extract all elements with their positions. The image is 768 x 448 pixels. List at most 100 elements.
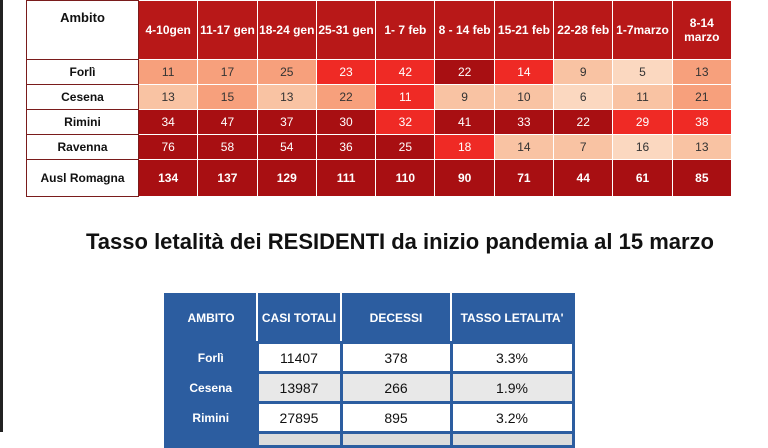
value-cell: 58 <box>197 134 258 160</box>
value-cell: 134 <box>137 159 199 197</box>
value-cell: 22 <box>315 84 377 110</box>
corner-label: Ambito <box>26 0 139 60</box>
row-label: Rimini <box>26 109 139 135</box>
lethality-table: AMBITO CASI TOTALI DECESSI TASSO LETALIT… <box>164 293 575 448</box>
value-cell: 23 <box>315 59 377 85</box>
value-cell: 34 <box>137 109 199 135</box>
value-cell: 44 <box>553 159 614 197</box>
row-label: Ravenna <box>26 134 139 160</box>
row-casi: 27895 <box>255 401 343 434</box>
row-cell <box>255 431 343 448</box>
value-cell: 22 <box>553 109 614 135</box>
lethality-header-row: AMBITO CASI TOTALI DECESSI TASSO LETALIT… <box>164 293 574 344</box>
row-label: Forlì <box>26 59 139 85</box>
value-cell: 47 <box>197 109 258 135</box>
row-casi: 13987 <box>255 371 343 404</box>
row-cell <box>339 431 453 448</box>
weekly-deaths-table: Ambito 4-10gen 11-17 gen 18-24 gen 25-31 ge… <box>26 0 732 197</box>
value-cell: 33 <box>493 109 555 135</box>
value-cell: 41 <box>434 109 495 135</box>
row-decessi: 895 <box>339 401 453 434</box>
value-cell: 129 <box>256 159 317 197</box>
row-decessi: 378 <box>339 341 453 374</box>
value-cell: 5 <box>612 59 673 85</box>
value-cell: 14 <box>493 134 555 160</box>
row-cell <box>449 431 575 448</box>
value-cell: 9 <box>553 59 614 85</box>
value-cell: 11 <box>375 84 436 110</box>
value-cell: 13 <box>256 84 317 110</box>
week-header: 15-21 feb <box>493 0 555 60</box>
value-cell: 15 <box>197 84 258 110</box>
value-cell: 29 <box>612 109 673 135</box>
header-tasso-letalita: TASSO LETALITA' <box>450 293 574 344</box>
value-cell: 42 <box>375 59 436 85</box>
week-header: 8-14 marzo <box>671 0 732 60</box>
week-header: 1-7marzo <box>612 0 673 60</box>
value-cell: 54 <box>256 134 317 160</box>
week-header: 25-31 gen <box>315 0 377 60</box>
value-cell: 38 <box>671 109 732 135</box>
value-cell: 18 <box>434 134 495 160</box>
table-row-partial <box>164 431 575 448</box>
value-cell: 36 <box>315 134 377 160</box>
table-row: Forlì 11 17 25 23 42 22 14 9 5 13 <box>26 59 732 85</box>
table-row: Forlì 11407 378 3.3% <box>164 341 575 374</box>
value-cell: 76 <box>137 134 199 160</box>
row-label: Ausl Romagna <box>26 159 139 197</box>
value-cell: 71 <box>493 159 555 197</box>
value-cell: 22 <box>434 59 495 85</box>
value-cell: 13 <box>671 134 732 160</box>
value-cell: 16 <box>612 134 673 160</box>
row-tasso: 1.9% <box>449 371 575 404</box>
value-cell: 61 <box>612 159 673 197</box>
value-cell: 17 <box>197 59 258 85</box>
weekly-table-body: Forlì 11 17 25 23 42 22 14 9 5 13 Cesena 13 15 13 22 11 9… <box>26 59 732 197</box>
value-cell: 111 <box>315 159 377 197</box>
value-cell: 25 <box>375 134 436 160</box>
value-cell: 14 <box>493 59 555 85</box>
value-cell: 85 <box>671 159 732 197</box>
value-cell: 11 <box>137 59 199 85</box>
value-cell: 6 <box>553 84 614 110</box>
table-row: Rimini 34 47 37 30 32 41 33 22 29 38 <box>26 109 732 135</box>
table-row: Cesena 13 15 13 22 11 9 10 6 11 21 <box>26 84 732 110</box>
value-cell: 137 <box>197 159 258 197</box>
week-header: 1- 7 feb <box>375 0 436 60</box>
row-casi: 11407 <box>255 341 343 374</box>
value-cell: 90 <box>434 159 495 197</box>
row-tasso: 3.2% <box>449 401 575 434</box>
weekly-header-row: Ambito 4-10gen 11-17 gen 18-24 gen 25-31 ge… <box>26 0 732 60</box>
row-ambito: Forlì <box>164 341 258 374</box>
value-cell: 7 <box>553 134 614 160</box>
header-ambito: AMBITO <box>164 293 258 344</box>
header-decessi: DECESSI <box>340 293 452 344</box>
row-decessi: 266 <box>339 371 453 404</box>
value-cell: 37 <box>256 109 317 135</box>
value-cell: 25 <box>256 59 317 85</box>
row-label: Cesena <box>26 84 139 110</box>
table-row: Ausl Romagna 134 137 129 111 110 90 71 44 61 85 <box>26 159 732 197</box>
header-casi-totali: CASI TOTALI <box>256 293 342 344</box>
row-ambito: Rimini <box>164 401 258 434</box>
value-cell: 30 <box>315 109 377 135</box>
left-border <box>0 0 3 432</box>
value-cell: 9 <box>434 84 495 110</box>
table-row: Cesena 13987 266 1.9% <box>164 371 575 404</box>
value-cell: 110 <box>375 159 436 197</box>
value-cell: 32 <box>375 109 436 135</box>
table-row: Ravenna 76 58 54 36 25 18 14 7 16 13 <box>26 134 732 160</box>
week-header: 11-17 gen <box>197 0 258 60</box>
section-title: Tasso letalità dei RESIDENTI da inizio p… <box>86 229 714 254</box>
week-header: 8 - 14 feb <box>434 0 495 60</box>
value-cell: 10 <box>493 84 555 110</box>
value-cell: 21 <box>671 84 732 110</box>
value-cell: 13 <box>671 59 732 85</box>
table-row: Rimini 27895 895 3.2% <box>164 401 575 434</box>
week-header: 4-10gen <box>137 0 199 60</box>
week-header: 18-24 gen <box>256 0 317 60</box>
row-ambito: Cesena <box>164 371 258 404</box>
value-cell: 11 <box>612 84 673 110</box>
week-header: 22-28 feb <box>553 0 614 60</box>
row-tasso: 3.3% <box>449 341 575 374</box>
